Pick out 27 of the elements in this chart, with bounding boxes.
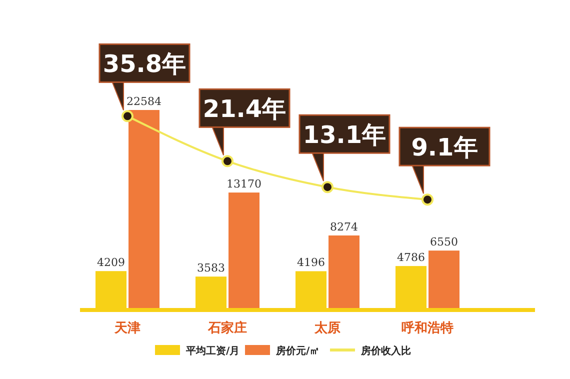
- legend-label: 房价收入比: [360, 345, 411, 357]
- point: [422, 194, 434, 206]
- data-label: 4196: [297, 256, 325, 270]
- x-tick-label: 石家庄: [207, 320, 247, 336]
- bar: [128, 110, 160, 308]
- bar: [428, 250, 460, 308]
- bar: [328, 235, 360, 308]
- data-label: 8274: [330, 220, 358, 234]
- data-label: 6550: [430, 236, 458, 249]
- point: [122, 110, 134, 122]
- data-label: 4209: [97, 256, 125, 270]
- data-label: 21.4年: [202, 95, 286, 124]
- point: [322, 181, 334, 194]
- data-label: 13.1年: [302, 121, 386, 150]
- point: [222, 155, 234, 168]
- bar: [228, 192, 260, 308]
- data-label: 3583: [197, 262, 225, 275]
- x-tick-label: 呼和浩特: [402, 320, 454, 336]
- x-tick-label: 太原: [314, 321, 340, 336]
- legend-label: 平均工资/月: [185, 345, 240, 357]
- data-label: 9.1年: [411, 134, 478, 162]
- x-tick-label: 天津: [114, 321, 140, 336]
- data-label: 13170: [226, 178, 262, 191]
- data-label: 35.8年: [102, 50, 186, 78]
- data-label: 22584: [126, 95, 162, 108]
- legend-label: 房价元/㎡: [275, 345, 320, 357]
- data-label: 4786: [397, 251, 425, 264]
